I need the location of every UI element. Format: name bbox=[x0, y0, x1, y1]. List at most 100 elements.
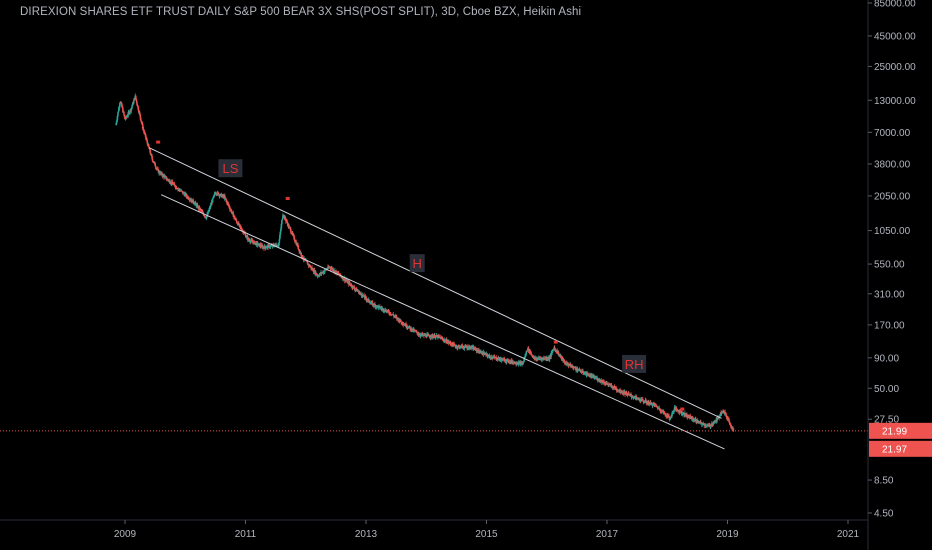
candle-body bbox=[146, 142, 149, 146]
candle-body bbox=[200, 209, 202, 211]
candle-body bbox=[175, 186, 178, 189]
candle-body bbox=[732, 428, 735, 430]
candle-body bbox=[448, 342, 451, 344]
candle-body bbox=[383, 311, 386, 312]
candle-body bbox=[303, 258, 306, 260]
candle-body bbox=[459, 345, 462, 348]
candle-body bbox=[410, 330, 413, 331]
candle-body bbox=[281, 218, 284, 221]
x-tick-label: 2015 bbox=[475, 529, 498, 540]
candle-body bbox=[578, 368, 581, 370]
candle-body bbox=[386, 310, 389, 312]
candle-body bbox=[544, 358, 547, 360]
candle-body bbox=[127, 115, 129, 117]
candle-body bbox=[652, 403, 655, 405]
candle-body bbox=[134, 95, 137, 99]
candle-body bbox=[554, 348, 557, 350]
candle-body bbox=[566, 362, 568, 365]
candle-body bbox=[624, 391, 626, 395]
candle-body bbox=[610, 385, 613, 387]
candle-body bbox=[226, 200, 228, 204]
candle-body bbox=[198, 207, 201, 210]
pivot-marker bbox=[285, 197, 290, 201]
candle-body bbox=[476, 350, 479, 351]
candle-body bbox=[619, 389, 621, 393]
candle-body bbox=[678, 410, 681, 413]
candle-body bbox=[671, 413, 673, 416]
candle-body bbox=[243, 232, 246, 234]
candle-body bbox=[401, 321, 403, 324]
candle-body bbox=[117, 112, 119, 116]
y-tick-label: 45000.00 bbox=[874, 31, 916, 42]
candle-body bbox=[567, 364, 570, 366]
candle-body bbox=[260, 245, 263, 247]
candle-body bbox=[379, 308, 382, 310]
candle-body bbox=[295, 241, 298, 245]
candle-body bbox=[196, 204, 199, 208]
candle-body bbox=[351, 285, 353, 288]
candle-body bbox=[572, 365, 574, 369]
candle-body bbox=[594, 377, 597, 378]
candle-body bbox=[714, 420, 716, 422]
candle-body bbox=[608, 383, 611, 385]
candle-body bbox=[337, 271, 339, 274]
y-tick-label: 90.00 bbox=[874, 353, 899, 364]
candle-body bbox=[167, 179, 169, 181]
candle-body bbox=[372, 303, 375, 306]
candle-body bbox=[136, 105, 139, 107]
candle-body bbox=[655, 404, 658, 406]
price-tag bbox=[869, 440, 932, 457]
candle-body bbox=[552, 349, 555, 351]
candle-body bbox=[695, 419, 697, 422]
candle-body bbox=[266, 246, 268, 248]
candle-body bbox=[267, 244, 270, 248]
candle-body bbox=[145, 137, 147, 139]
candle-body bbox=[299, 250, 301, 253]
y-tick-label: 13000.00 bbox=[874, 96, 916, 107]
candle-body bbox=[553, 347, 556, 350]
candle-body bbox=[505, 359, 508, 362]
candle-body bbox=[316, 275, 319, 277]
candle-body bbox=[649, 401, 652, 404]
candle-body bbox=[669, 418, 671, 420]
candle-body bbox=[290, 232, 293, 234]
candle-body bbox=[181, 190, 183, 192]
candle-body bbox=[215, 193, 218, 195]
candle-body bbox=[414, 330, 416, 332]
candle-body bbox=[162, 174, 165, 176]
candle-body bbox=[451, 342, 454, 345]
candle-body bbox=[228, 205, 230, 207]
candle-body bbox=[715, 419, 717, 423]
candle-body bbox=[567, 363, 569, 365]
candle-body bbox=[312, 268, 314, 272]
candle-body bbox=[597, 380, 600, 382]
x-axis: 2009 2011 2013 2015 2017 2019 2021 bbox=[0, 519, 868, 540]
candle-body bbox=[562, 359, 565, 361]
candle-body bbox=[230, 209, 233, 213]
candle-body bbox=[408, 326, 411, 328]
candle-body bbox=[250, 239, 253, 241]
candle-body bbox=[301, 255, 304, 259]
candle-body bbox=[205, 216, 208, 219]
candle-body bbox=[270, 245, 272, 247]
candle-body bbox=[621, 392, 623, 394]
candle-body bbox=[525, 350, 528, 354]
candle-body bbox=[302, 259, 305, 261]
candle-body bbox=[285, 219, 287, 222]
candle-body bbox=[586, 373, 589, 375]
candle-body bbox=[685, 415, 687, 416]
candle-body bbox=[692, 417, 694, 419]
candle-body bbox=[728, 421, 731, 424]
candle-body bbox=[363, 294, 365, 298]
candle-body bbox=[279, 234, 281, 239]
candle-body bbox=[465, 346, 467, 347]
candle-body bbox=[689, 415, 691, 417]
candle-body bbox=[580, 371, 583, 373]
candle-body bbox=[268, 245, 271, 248]
candle-body bbox=[493, 356, 496, 358]
candle-body bbox=[239, 225, 242, 227]
candle-body bbox=[563, 361, 566, 363]
candle-body bbox=[396, 317, 399, 319]
candle-body bbox=[535, 358, 537, 360]
